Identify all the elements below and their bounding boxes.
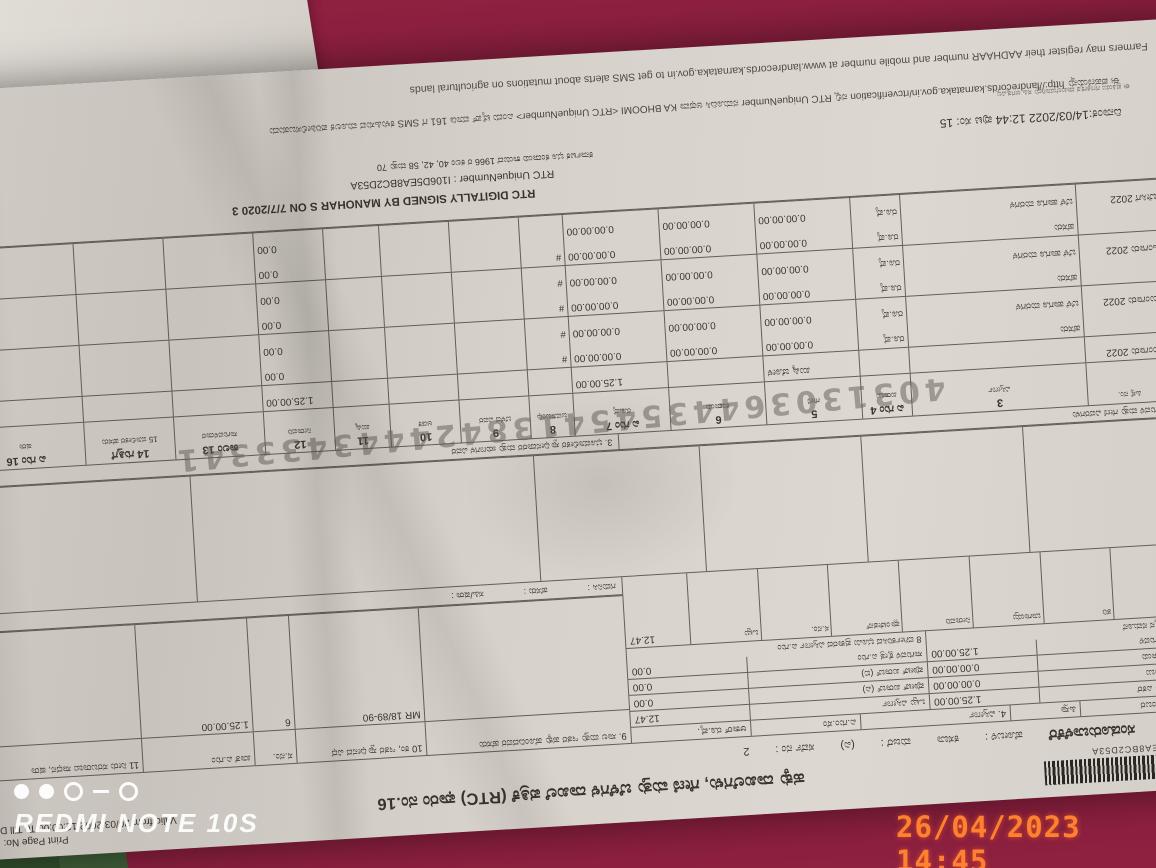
ring-icon — [119, 781, 138, 801]
dot-icon — [39, 783, 54, 799]
dash-icon — [93, 789, 109, 793]
camera-timestamp: 26/04/2023 14:45 — [896, 810, 1081, 868]
camera-watermark: REDMI NOTE 10S — [14, 778, 259, 839]
ring-icon — [64, 781, 83, 801]
watermark-text: REDMI NOTE 10S — [14, 808, 259, 838]
dot-icon — [14, 783, 29, 799]
watermark-logo — [14, 778, 259, 804]
document-paper: I106D5EA8BC2D53A ಹಕ್ಕು ದಾಖಲೆಗಳು, ಗೇಣಿ ಮತ… — [0, 17, 1156, 863]
